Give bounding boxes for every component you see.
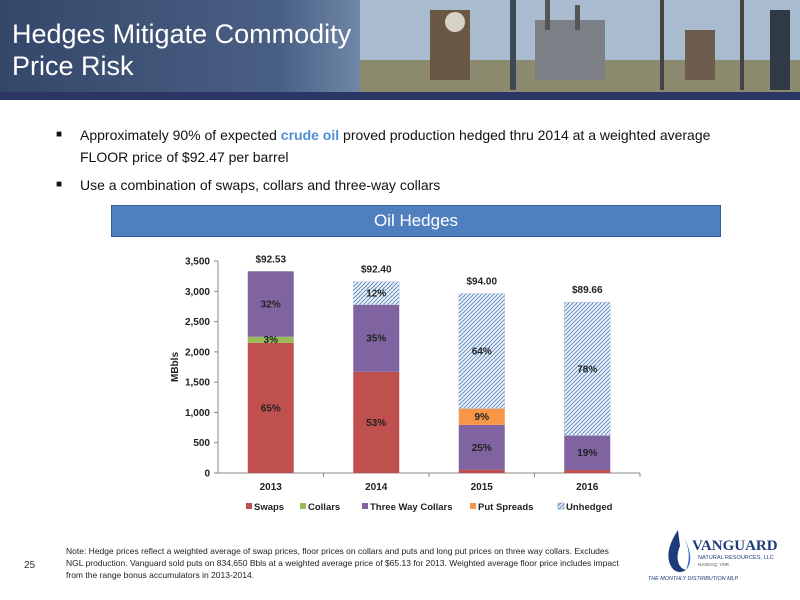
bullet-list: ■ Approximately 90% of expected crude oi… [56,124,776,202]
data-label: 12% [366,289,386,300]
data-label: 19% [577,448,597,459]
logo-tagline: THE MONTHLY DISTRIBUTION MLP [648,576,739,582]
x-tick-label: 2013 [260,482,283,493]
y-tick-label: 2,000 [185,347,210,358]
bar-segment-put-spreads [458,408,505,425]
legend-label: Three Way Collars [370,502,453,513]
data-label: 25% [472,443,492,454]
legend-swatch [470,503,476,509]
x-tick-label: 2014 [365,482,388,493]
bullet1-text-post: proved production hedged thru 2014 at a … [339,127,711,143]
footnote: Note: Hedge prices reflect a weighted av… [66,546,619,580]
legend-swatch [362,503,368,509]
logo-sub: NATURAL RESOURCES, LLC [698,555,774,561]
legend-label: Swaps [254,502,284,513]
bullet-item: ■ Approximately 90% of expected crude oi… [56,124,776,168]
x-tick-label: 2015 [471,482,494,493]
data-label: 32% [261,300,281,311]
price-label: $92.53 [255,254,286,265]
data-label: 53% [366,418,386,429]
price-label: $92.40 [361,265,392,276]
bullet1-line2: FLOOR price of $92.47 per barrel [80,149,289,165]
bullet1-highlight: crude oil [280,127,340,143]
bar-segment-unhedged [564,301,611,436]
data-label: 3% [264,335,279,346]
bar-segment-three-way-collars [353,304,400,372]
data-label: 78% [577,364,597,375]
data-label: 35% [366,334,386,345]
data-label: 64% [472,346,492,357]
y-axis-label: MBbls [170,352,181,382]
bullet-square-icon: ■ [56,129,63,140]
y-tick-label: 1,000 [185,408,210,419]
bar-segment-swaps [458,469,505,473]
price-label: $89.66 [572,285,603,296]
bullet-item: ■ Use a combination of swaps, collars an… [56,174,776,196]
y-tick-label: 1,500 [185,378,210,389]
legend-label: Collars [308,502,340,513]
legend-swatch [246,503,252,509]
bar-segment-three-way-collars [458,424,505,470]
data-label: 9% [475,412,490,423]
y-tick-label: 3,000 [185,287,210,298]
bullet1-text-pre: Approximately 90% of expected [80,127,281,143]
y-tick-label: 500 [193,438,210,449]
header-divider [0,92,800,100]
page-title-line2: Price Risk [12,51,134,81]
bar-segment-three-way-collars [564,435,611,470]
bar-segment-collars [247,336,294,343]
bullet-square-icon: ■ [56,179,63,190]
bar-segment-swaps [247,342,294,473]
bar-segment-three-way-collars [247,271,294,337]
chart-banner: Oil Hedges [111,205,721,237]
legend-swatch [300,503,306,509]
oilfield-photo [360,0,800,100]
bar-segment-unhedged [353,281,400,305]
page-number: 25 [24,560,36,571]
data-label: 65% [261,403,281,414]
legend-label: Put Spreads [478,502,533,513]
vanguard-logo: VANGUARD NATURAL RESOURCES, LLC NASDAQ: … [648,530,778,582]
x-tick-label: 2016 [576,482,599,493]
page-title: Hedges Mitigate Commodity Price Risk [12,18,351,82]
page-title-line1: Hedges Mitigate Commodity [12,19,352,49]
header-banner: Hedges Mitigate Commodity Price Risk [0,0,800,100]
y-tick-label: 2,500 [185,317,210,328]
legend-label: Unhedged [566,502,613,513]
bar-segment-swaps [353,371,400,473]
y-tick-label: 3,500 [185,257,210,268]
bar-segment-swaps [564,469,611,473]
y-tick-label: 0 [204,469,210,480]
logo-ticker: NASDAQ: VNR [698,562,730,567]
bar-segment-unhedged [458,293,505,409]
price-label: $94.00 [466,276,497,287]
logo-name: VANGUARD [692,538,778,554]
legend-swatch [557,502,565,510]
bullet2-text: Use a combination of swaps, collars and … [80,177,441,193]
